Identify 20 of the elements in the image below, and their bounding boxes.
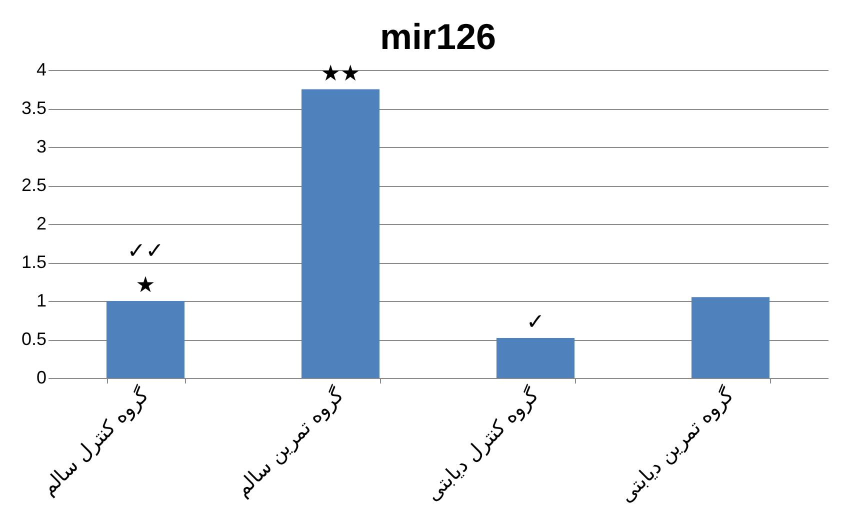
x-tick-label: گروه کنترل دیابتی <box>421 383 544 506</box>
chart-title: mir126 <box>380 16 496 57</box>
y-tick-label: 1.5 <box>21 252 46 272</box>
y-tick-label: 2 <box>36 214 46 234</box>
y-tick-label: 3.5 <box>21 98 46 118</box>
x-tick-label: گروه تمرین دیابتی <box>614 383 739 507</box>
annotation: ★★ <box>320 61 360 86</box>
annotation: ✓ <box>526 310 545 335</box>
x-tick-label: گروه تمرین سالم <box>230 383 349 502</box>
y-tick-label: 0.5 <box>21 329 46 349</box>
y-tick-label: 3 <box>36 136 46 156</box>
bar <box>496 338 574 378</box>
y-tick-label: 4 <box>36 60 46 80</box>
y-tick-label: 2.5 <box>21 175 46 195</box>
annotation: ★ <box>136 273 156 298</box>
bar <box>106 301 184 378</box>
bar <box>302 89 380 378</box>
bar <box>692 297 770 378</box>
annotation: ✓✓ <box>127 239 164 264</box>
y-tick-label: 1 <box>36 290 46 310</box>
